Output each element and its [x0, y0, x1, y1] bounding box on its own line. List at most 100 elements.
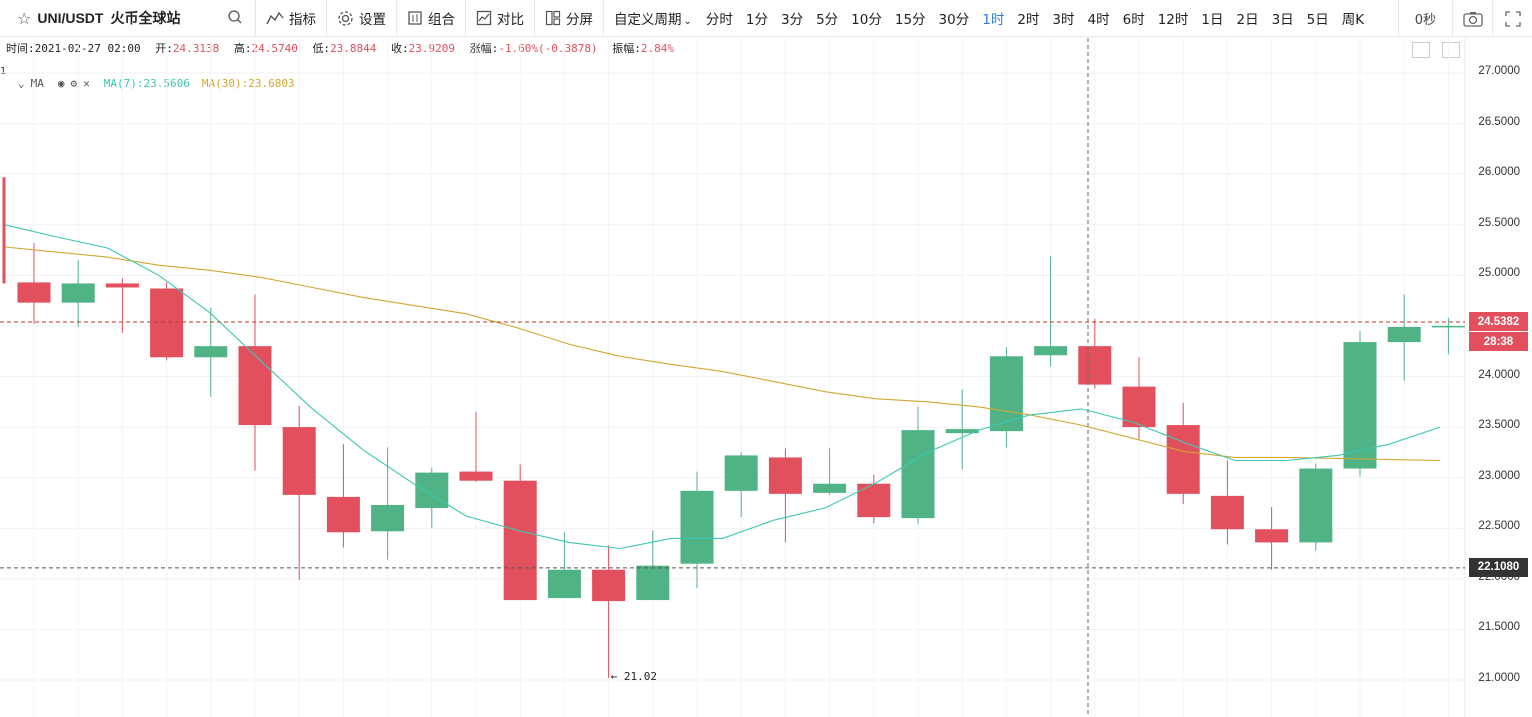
period-option[interactable]: 1时: [982, 12, 1005, 28]
seconds-label[interactable]: 0秒: [1397, 0, 1452, 37]
combo-icon: [408, 11, 422, 25]
gear-icon[interactable]: ⚙: [70, 77, 78, 90]
candle-body: [238, 346, 272, 426]
candle-body: [1299, 468, 1333, 543]
ma7-value: MA(7):23.5606: [103, 77, 190, 90]
candle-body: [724, 455, 758, 491]
change-label: 涨幅:: [469, 42, 499, 55]
candle-body: [592, 569, 626, 602]
open-value: 24.3138: [172, 42, 220, 55]
period-option[interactable]: 5分: [816, 12, 839, 28]
candle-body: [1255, 529, 1289, 543]
symbol-name: UNI/USDT: [37, 10, 104, 26]
crosshair-price-tag: 24.5382: [1469, 312, 1528, 332]
price-line-tag: 22.1080: [1469, 557, 1528, 577]
period-option[interactable]: 5日: [1306, 12, 1329, 28]
period-option[interactable]: 2时: [1017, 12, 1040, 28]
price-tick-label: 23.0000: [1478, 469, 1520, 482]
low-value: 23.8844: [330, 42, 377, 55]
settings-button[interactable]: 设置: [327, 0, 397, 36]
combo-label: 组合: [428, 12, 455, 28]
period-option[interactable]: 3日: [1271, 12, 1294, 28]
indicators-button[interactable]: 指标: [256, 0, 327, 36]
candle-body: [326, 496, 360, 533]
period-list: 分时 1分 3分 5分 10分 15分 30分 1时 2时 3时 4时 6时 12时 1日 2日 3日 5日 周K: [706, 8, 1377, 28]
countdown-tag: 28:38: [1469, 332, 1528, 352]
candle-body: [61, 283, 95, 303]
toolbar-right: 0秒: [1397, 0, 1532, 37]
price-tick-label: 27.0000: [1478, 65, 1520, 77]
low-marker-label: ← 21.02: [610, 669, 657, 683]
period-selector: 自定义周期 ⌄ 分时 1分 3分 5分 10分 15分 30分 1时 2时 3时 4时 6时 12时 1日 2…: [604, 0, 1377, 36]
gear-icon: [338, 10, 353, 26]
compare-label: 对比: [497, 12, 524, 28]
candle-body: [150, 288, 184, 358]
period-option[interactable]: 2日: [1236, 12, 1259, 28]
ma-legend: ⌄ MA ◉ ⚙ ✕ MA(7):23.5606 MA(30):23.6803: [18, 77, 301, 90]
candle-body: [1431, 325, 1465, 328]
chevron-down-icon: ⌄: [683, 16, 692, 27]
pane-tools: [1400, 42, 1460, 58]
split-screen-button[interactable]: 分屏: [535, 0, 604, 36]
price-tick-label: 26.5000: [1478, 115, 1520, 128]
period-option[interactable]: 15分: [894, 12, 926, 28]
candle-body: [17, 282, 51, 303]
period-option[interactable]: 12时: [1157, 12, 1189, 28]
camera-icon[interactable]: [1452, 0, 1492, 37]
period-option[interactable]: 3时: [1052, 12, 1075, 28]
period-option[interactable]: 10分: [851, 12, 882, 28]
close-label: 收:: [391, 42, 409, 55]
period-option[interactable]: 6时: [1122, 12, 1145, 28]
favorite-star-icon[interactable]: ☆: [17, 8, 32, 28]
compare-button[interactable]: 对比: [466, 0, 535, 36]
combo-button[interactable]: 组合: [397, 0, 466, 36]
candle-body: [857, 483, 891, 518]
pane-maximize-icon[interactable]: [1442, 42, 1460, 58]
candle-body: [1078, 346, 1112, 385]
candle-body: [105, 283, 139, 288]
pane-settings-icon[interactable]: [1412, 42, 1430, 58]
ma7-line: [4, 224, 1441, 550]
time-value: 2021-02-27 02:00: [34, 42, 141, 55]
custom-period-label: 自定义周期: [614, 12, 682, 28]
price-tick-label: 25.5000: [1478, 216, 1520, 229]
candle-body: [989, 356, 1023, 432]
ohlc-info-line: 时间:2021-02-27 02:00 开:24.3138 高:24.5740 …: [6, 40, 682, 56]
indicators-icon: [266, 11, 284, 25]
chart-toolbar: ☆ UNI/USDT 火币全球站 指标 设置 组合 对比 分屏 自定义周期 ⌄ 分…: [0, 0, 1532, 37]
candle-body: [680, 490, 714, 564]
candlestick-chart[interactable]: [0, 38, 1532, 717]
period-option[interactable]: 1日: [1201, 12, 1224, 28]
change-value: -1.60%(-0.3878): [498, 42, 598, 55]
period-option[interactable]: 4时: [1087, 12, 1110, 28]
search-icon[interactable]: [227, 9, 243, 25]
candle-body: [1210, 495, 1244, 530]
candle-body: [194, 346, 228, 358]
eye-icon[interactable]: ◉: [57, 77, 65, 90]
candle-body: [813, 483, 847, 493]
pane-number: 1: [0, 66, 7, 77]
custom-period-dropdown[interactable]: 自定义周期 ⌄: [614, 8, 692, 28]
close-icon[interactable]: ✕: [83, 77, 90, 90]
compare-icon: [476, 10, 492, 26]
amplitude-label: 振幅:: [612, 42, 641, 55]
high-label: 高:: [233, 42, 252, 55]
period-option[interactable]: 3分: [780, 12, 804, 28]
candle-body: [415, 472, 449, 509]
candle-body: [1166, 425, 1200, 494]
candle-body: [901, 430, 935, 519]
fullscreen-icon[interactable]: [1492, 0, 1532, 37]
period-option[interactable]: 分时: [705, 12, 733, 28]
period-option[interactable]: 30分: [938, 12, 970, 28]
candle-body: [1343, 342, 1377, 469]
candle-body: [768, 457, 802, 494]
ma30-line: [4, 246, 1441, 462]
amplitude-value: 2.84%: [640, 42, 674, 55]
symbol-area[interactable]: ☆ UNI/USDT 火币全球站: [0, 0, 256, 36]
collapse-chevron-icon[interactable]: ⌄: [18, 77, 25, 90]
period-option[interactable]: 周K: [1341, 12, 1365, 28]
price-tick-label: 24.0000: [1478, 368, 1520, 381]
candle-body: [945, 429, 979, 434]
period-option[interactable]: 1分: [745, 12, 768, 28]
split-screen-label: 分屏: [566, 12, 593, 28]
